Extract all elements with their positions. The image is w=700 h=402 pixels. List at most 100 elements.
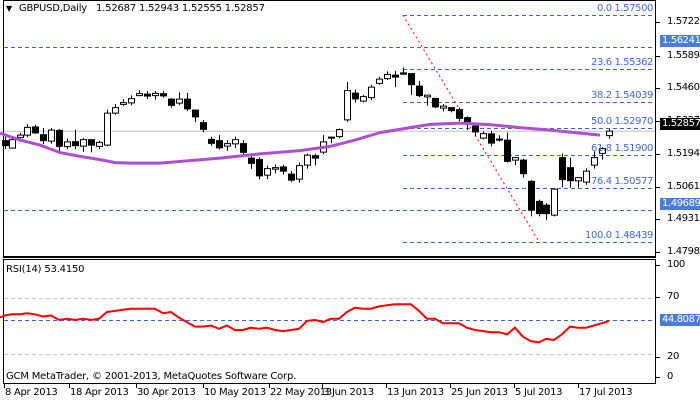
ohlc-values: 1.52687 1.52943 1.52555 1.52857 <box>96 3 265 14</box>
bull-candle <box>360 96 367 102</box>
bear-candle <box>216 140 223 149</box>
bear-candle <box>432 97 439 108</box>
bull-candle <box>344 90 351 121</box>
fibonacci-level-label: 76.4 1.50577 <box>591 175 653 187</box>
bear-candle <box>567 167 574 182</box>
bear-candle <box>408 73 415 86</box>
bear-candle <box>256 158 263 177</box>
bull-candle <box>368 86 375 99</box>
bull-candle <box>583 170 590 183</box>
rsi-line <box>0 303 610 344</box>
bull-candle <box>512 157 519 161</box>
date-axis-label: 3 Jun 2013 <box>323 387 374 398</box>
price-badge: 1.56241 <box>660 35 700 47</box>
bull-candle <box>112 107 119 114</box>
bull-candle <box>480 133 487 139</box>
rsi-panel-frame <box>3 259 656 384</box>
bear-candle <box>392 74 399 78</box>
bear-candle <box>168 98 175 106</box>
bull-candle <box>384 73 391 80</box>
price-badge: 1.49689 <box>660 198 700 210</box>
bear-candle <box>280 166 287 172</box>
price-axis-label: 1.49315 <box>667 213 700 224</box>
bear-candle <box>2 140 9 147</box>
bull-candle <box>440 105 447 109</box>
bear-candle <box>504 139 511 162</box>
price-panel-frame <box>3 0 656 257</box>
moving-average-line <box>0 121 601 165</box>
bear-candle <box>312 155 319 159</box>
bull-candle <box>232 139 239 145</box>
bull-candle <box>591 157 598 166</box>
rsi-axis-label: 100 <box>667 259 685 270</box>
date-axis-label: 10 May 2013 <box>204 387 266 398</box>
bull-candle <box>272 167 279 170</box>
bear-candle <box>352 92 359 100</box>
bear-candle <box>160 93 167 97</box>
date-axis-label: 22 May 2013 <box>270 387 332 398</box>
bull-candle <box>176 98 183 104</box>
rsi-axis-label: 70 <box>667 291 679 302</box>
bull-candle <box>152 92 159 97</box>
bear-candle <box>144 93 151 97</box>
date-axis-label: 25 Jun 2013 <box>451 387 508 398</box>
bear-candle <box>543 204 550 215</box>
bull-candle <box>336 129 343 138</box>
bear-candle <box>288 173 295 181</box>
bear-candle <box>464 117 471 123</box>
price-axis-label: 1.55895 <box>667 50 700 61</box>
bear-candle <box>559 157 566 181</box>
date-axis-label: 8 Apr 2013 <box>5 387 58 398</box>
bull-candle <box>551 188 558 216</box>
price-axis-label: 1.50610 <box>667 181 700 192</box>
price-axis-label: 1.54600 <box>667 82 700 93</box>
bear-candle <box>456 109 463 119</box>
symbol-label: GBPUSD,Daily <box>18 3 88 14</box>
bull-candle <box>80 139 87 147</box>
bull-candle <box>376 78 383 84</box>
bear-candle <box>472 125 479 133</box>
bull-candle <box>128 98 135 104</box>
price-axis-label: 1.57225 <box>667 16 700 27</box>
fibonacci-level-label: 61.8 1.51900 <box>591 142 653 154</box>
bear-candle <box>328 136 335 139</box>
bear-candle <box>192 109 199 118</box>
bear-candle <box>400 72 407 75</box>
bull-candle <box>606 130 613 137</box>
bear-candle <box>72 141 79 147</box>
date-axis-label: 13 Jun 2013 <box>387 387 444 398</box>
fibonacci-level-label: 100.0 1.48439 <box>585 229 653 241</box>
price-badge: 44.80874 <box>660 314 700 326</box>
bull-candle <box>9 139 16 149</box>
price-badge: 1.52857 <box>660 118 700 130</box>
bull-candle <box>264 168 271 176</box>
rsi-axis-label: 0 <box>667 371 673 382</box>
bear-candle <box>40 134 47 142</box>
bear-candle <box>448 107 455 112</box>
date-axis-label: 5 Jul 2013 <box>515 387 563 398</box>
chart-title: ▼ GBPUSD,Daily 1.52687 1.52943 1.52555 1… <box>6 3 265 14</box>
date-axis-label: 18 Apr 2013 <box>70 387 129 398</box>
bear-candle <box>32 126 39 134</box>
bear-candle <box>88 139 95 146</box>
bear-candle <box>528 180 535 211</box>
fibonacci-level-label: 0.0 1.57500 <box>596 2 653 14</box>
bull-candle <box>496 138 503 141</box>
dropdown-triangle-icon[interactable]: ▼ <box>6 4 12 13</box>
fibonacci-trendline[interactable] <box>402 14 540 242</box>
copyright-text: GCM MetaTrader, © 2001-2013, MetaQuotes … <box>6 371 297 382</box>
bull-candle <box>136 93 143 97</box>
bull-candle <box>304 154 311 166</box>
fibonacci-level-label: 38.2 1.54039 <box>591 89 653 101</box>
bear-candle <box>56 129 63 147</box>
bull-candle <box>575 177 582 182</box>
bull-candle <box>224 143 231 147</box>
bear-candle <box>208 138 215 144</box>
bear-candle <box>184 98 191 110</box>
bear-candle <box>488 133 495 144</box>
bull-candle <box>64 141 71 148</box>
price-axis-label: 1.47985 <box>667 246 700 257</box>
bull-candle <box>48 129 55 142</box>
rsi-indicator-title: RSI(14) 53.4150 <box>6 264 85 275</box>
